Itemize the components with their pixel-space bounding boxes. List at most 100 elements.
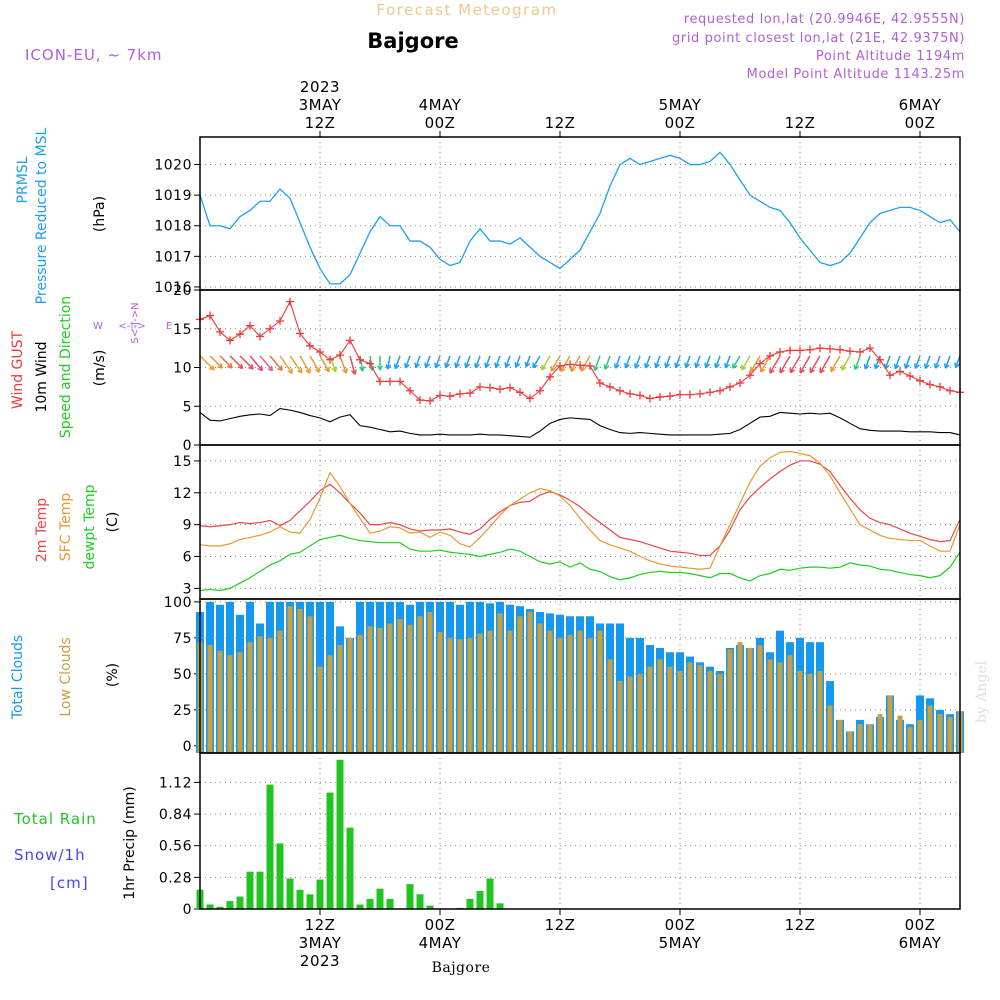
total-rain-label: Total Rain — [13, 810, 97, 828]
rain-bar — [256, 871, 264, 909]
gust-marker — [296, 329, 304, 338]
low-cloud-bar — [857, 724, 863, 753]
wind-direction-arrow — [279, 355, 293, 374]
y-tick-label: 20 — [173, 283, 192, 299]
wind-direction-arrow — [675, 355, 681, 368]
rain-bar — [336, 759, 344, 909]
snow-unit-label: [cm] — [50, 874, 89, 892]
wind-direction-arrow — [779, 355, 791, 374]
wind-arrow-head — [674, 362, 681, 369]
y-tick-label: 1019 — [154, 188, 192, 204]
compass-e: E — [166, 321, 172, 332]
low-cloud-bar — [907, 727, 913, 753]
low-cloud-bar — [457, 639, 463, 753]
wind-arrow-head — [494, 362, 501, 369]
low-cloud-bar — [587, 637, 593, 753]
precipitation-panel: 0 0.28 0.56 0.84 1.12 — [159, 752, 961, 918]
low-cloud-bar — [657, 659, 663, 753]
sfc-temp-label: SFC Temp — [58, 493, 74, 562]
low-cloud-bar — [817, 670, 823, 753]
gust-marker — [436, 391, 444, 400]
wind-arrow-head — [532, 362, 538, 369]
gust-marker — [786, 346, 794, 355]
low-cloud-bar — [397, 619, 403, 753]
wind-arrow-head — [257, 365, 264, 372]
wind-direction-arrow — [349, 355, 356, 375]
y-tick-label: 5 — [183, 399, 192, 415]
gust-marker — [216, 327, 224, 336]
rain-bar — [366, 898, 374, 909]
wind-direction-arrow — [634, 355, 641, 369]
wind-arrow-head — [614, 363, 620, 369]
wind-direction-arrow — [750, 355, 761, 373]
gust-marker — [236, 330, 244, 339]
wind-arrow-head — [624, 362, 630, 369]
wind-arrow-head — [331, 366, 338, 373]
low-cloud-bar — [677, 670, 683, 753]
wind-unit: (m/s) — [92, 350, 108, 387]
gust-marker — [366, 359, 374, 368]
low-cloud-bar — [337, 645, 343, 753]
low-cloud-bar — [697, 665, 703, 753]
wind-arrow-head — [799, 367, 805, 374]
low-cloud-bar — [607, 659, 613, 753]
gust-marker — [426, 396, 434, 405]
wind-direction-arrow — [474, 355, 481, 369]
y-tick-label: 1016 — [154, 280, 192, 296]
rain-bar — [376, 888, 384, 909]
wind-direction-arrow — [249, 355, 263, 372]
gust-marker — [916, 376, 924, 385]
low-cloud-bar — [277, 630, 283, 753]
y-tick-label: 0 — [183, 739, 192, 755]
wind-arrow-head — [504, 362, 511, 368]
y-tick-label: 10 — [173, 361, 192, 377]
wind-arrow-head — [913, 363, 920, 370]
rain-bar — [406, 884, 414, 909]
wind-arrow-head — [524, 361, 531, 368]
low-cloud-bar — [747, 647, 753, 753]
wind-arrow-head — [684, 362, 691, 369]
wind-direction-arrow — [425, 355, 431, 368]
wind-arrow-head — [305, 368, 311, 374]
requested-lonlat: requested lon,lat (20.9946E, 42.9555N) — [684, 12, 965, 27]
wind-arrow-head — [830, 366, 836, 373]
temperature-frame — [199, 444, 961, 600]
speed-direction-label: Speed and Direction — [58, 296, 74, 438]
low-cloud-bar — [347, 637, 353, 753]
gust-marker — [536, 386, 544, 395]
wind-arrow-head — [934, 363, 940, 369]
low-cloud-bar — [407, 624, 413, 753]
wind-direction-arrow — [732, 355, 741, 369]
wind-arrow-head — [237, 363, 244, 370]
gust-marker — [526, 394, 534, 403]
wind-direction-arrow — [705, 355, 711, 368]
y-tick-label: 0.28 — [159, 870, 192, 886]
signature: by Angel — [974, 660, 990, 723]
dewpt-temp-line — [199, 534, 961, 592]
rain-bar — [386, 898, 394, 909]
gust-marker — [736, 379, 744, 387]
bottom-time-label: 3MAY — [299, 934, 342, 952]
low-cloud-bar — [827, 705, 833, 753]
gust-marker — [416, 396, 424, 405]
low-cloud-bar — [317, 666, 323, 753]
wind-direction-arrow — [209, 355, 223, 369]
gust-marker — [266, 324, 274, 333]
gust-marker — [576, 361, 584, 370]
y-tick-label: 6 — [183, 550, 192, 566]
low-cloud-bar — [767, 659, 773, 753]
wind-direction-arrow — [854, 355, 861, 370]
wind-arrow-head — [424, 362, 431, 369]
wind-direction-arrow — [944, 355, 951, 369]
wind-direction-arrow — [515, 355, 521, 368]
wind-arrow-head — [634, 363, 640, 369]
pressure-panel: 1016 1017 1018 1019 1020 — [154, 136, 961, 296]
wind-direction-arrow — [386, 355, 391, 370]
wind-direction-arrow — [830, 355, 841, 372]
point-altitude: Point Altitude 1194m — [816, 49, 965, 64]
low-cloud-bar — [807, 673, 813, 753]
rain-bar — [236, 896, 244, 909]
low-cloud-bar — [577, 630, 583, 753]
y-tick-label: 0.56 — [159, 839, 192, 855]
y-tick-label: 0.84 — [159, 807, 192, 823]
